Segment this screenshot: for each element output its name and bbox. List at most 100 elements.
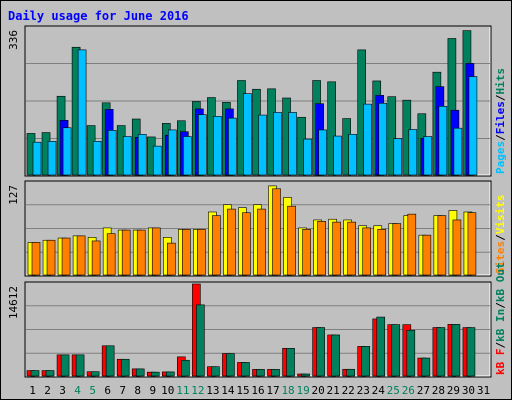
pages-bar [62, 127, 72, 176]
kbin-bar [150, 371, 160, 377]
kbin-bar [196, 304, 205, 377]
day-label: 21 [327, 384, 340, 397]
pages-bar [318, 129, 327, 176]
pages-bar [137, 134, 147, 176]
pages-bar [152, 145, 162, 176]
hits-bar [387, 96, 397, 176]
kbin-bar [90, 371, 100, 377]
legend-1-files: Files [494, 101, 507, 134]
day-label: 12 [191, 384, 204, 397]
panel-1-ymax-label: 336 [7, 30, 20, 50]
pages-bar [288, 112, 297, 176]
sites-bar [182, 229, 191, 276]
sites-bar [332, 221, 341, 276]
sites-bar [76, 235, 86, 276]
kbin-bar [361, 346, 371, 377]
pages-bar [303, 138, 312, 176]
pages-bar [183, 136, 192, 176]
kbin-bar [181, 359, 190, 377]
kbin-bar [286, 347, 295, 377]
day-label: 4 [74, 384, 81, 397]
pages-bar [167, 129, 177, 176]
pages-bar [122, 136, 132, 176]
sites-bar [106, 233, 116, 276]
day-label: 13 [206, 384, 219, 397]
kbin-bar [256, 369, 265, 377]
pages-bar [47, 141, 57, 176]
kbin-bar [301, 373, 310, 377]
kbin-bar [211, 366, 220, 377]
sites-bar [212, 215, 221, 276]
day-label: 18 [281, 384, 294, 397]
sites-bar [31, 242, 41, 276]
kbin-bar [135, 368, 145, 377]
pages-bar [468, 76, 478, 176]
day-label: 17 [266, 384, 279, 397]
day-label: 1 [29, 384, 36, 397]
kbin-bar [45, 370, 55, 377]
day-label: 19 [296, 384, 309, 397]
panel-2-ymax-label: 127 [7, 185, 20, 205]
legend-separator: / [494, 342, 507, 349]
day-label: 29 [447, 384, 460, 397]
pages-bar [228, 117, 237, 176]
sites-bar [136, 229, 146, 276]
kbin-bar [105, 345, 115, 377]
day-label: 6 [104, 384, 111, 397]
day-label: 3 [59, 384, 66, 397]
kbin-bar [60, 354, 70, 377]
pages-bar [423, 136, 433, 176]
day-label: 2 [44, 384, 51, 397]
legend-1-pages: Pages [494, 141, 507, 174]
kbin-bar [346, 368, 355, 377]
sites-bar [392, 223, 402, 276]
day-label: 8 [134, 384, 141, 397]
kbin-bar [451, 324, 461, 377]
pages-bar [243, 93, 252, 176]
sites-bar [121, 229, 131, 276]
kbin-bar [165, 371, 175, 377]
sites-bar [422, 234, 432, 276]
day-label: 16 [251, 384, 264, 397]
pages-bar [453, 127, 463, 176]
kbin-bar [376, 316, 386, 377]
pages-bar [363, 103, 373, 176]
chart-title: Daily usage for June 2016 [8, 9, 189, 23]
sites-bar [302, 229, 311, 276]
sites-bar [452, 219, 462, 276]
sites-bar [287, 205, 296, 276]
day-label: 15 [236, 384, 249, 397]
day-label: 22 [342, 384, 355, 397]
sites-bar [91, 240, 101, 276]
legend-1-hits: Hits [494, 68, 507, 95]
pages-bar [258, 114, 267, 176]
kbin-bar [406, 329, 416, 377]
kbin-bar [421, 357, 431, 377]
day-label: 28 [432, 384, 445, 397]
pages-bar [92, 141, 102, 176]
pages-bar [213, 116, 222, 176]
sites-bar [166, 242, 176, 276]
legend-3-kbout: kB Out [494, 262, 507, 302]
pages-bar [393, 138, 403, 176]
kbin-bar [120, 358, 130, 377]
day-label: 11 [176, 384, 189, 397]
kbin-bar [436, 327, 446, 377]
sites-bar [151, 227, 161, 276]
panel-3-ymax-label: 14612 [7, 286, 20, 319]
day-label: 27 [417, 384, 430, 397]
pages-bar [408, 129, 418, 176]
sites-bar [437, 215, 447, 276]
legend-3-kbin: kB In [494, 309, 507, 342]
kbin-bar [30, 370, 40, 377]
day-label: 25 [387, 384, 400, 397]
sites-bar [317, 221, 326, 276]
day-label: 31 [477, 384, 490, 397]
pages-bar [198, 114, 207, 176]
pages-bar [348, 134, 357, 176]
day-label: 23 [357, 384, 370, 397]
sites-bar [197, 229, 206, 276]
sites-bar [257, 208, 266, 276]
pages-bar [77, 49, 87, 176]
